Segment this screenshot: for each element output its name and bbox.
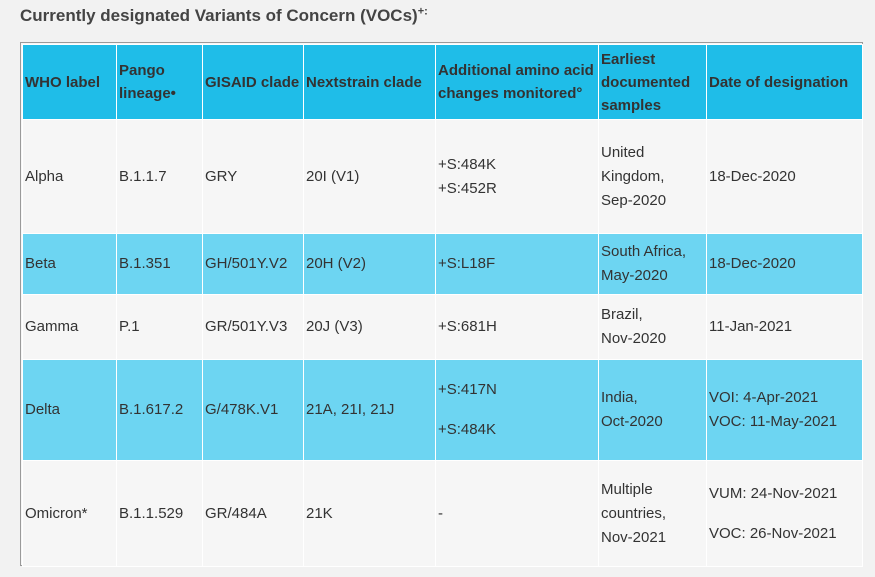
cell-who-label: Delta [22, 359, 117, 461]
cell-amino-acid-changes: +S:484K +S:452R [435, 119, 599, 234]
amino-change: +S:681H [438, 318, 497, 335]
sample-line: United [601, 143, 645, 161]
cell-pango-lineage: B.1.351 [116, 233, 203, 295]
cell-earliest-samples: Multiple countries, Nov-2021 [598, 460, 707, 567]
cell-nextstrain-clade: 21K [303, 460, 436, 567]
sample-line: Kingdom, [601, 167, 665, 185]
designation-line: VUM: 24-Nov-2021 [709, 484, 838, 502]
cell-amino-acid-changes: - [435, 460, 599, 567]
cell-gisaid-clade: GH/501Y.V2 [202, 233, 304, 295]
header-nextstrain-clade: Nextstrain clade [303, 44, 436, 120]
sample-line: Sep-2020 [601, 191, 667, 209]
cell-date-of-designation: 18-Dec-2020 [706, 233, 863, 295]
amino-change: - [438, 504, 443, 522]
cell-pango-lineage: P.1 [116, 294, 203, 360]
cell-nextstrain-clade: 20H (V2) [303, 233, 436, 295]
table-row: Alpha B.1.1.7 GRY 20I (V1) +S:484K +S:45… [22, 119, 863, 234]
sample-line: Oct-2020 [601, 413, 663, 430]
cell-earliest-samples: Brazil, Nov-2020 [598, 294, 707, 360]
sample-line: Nov-2021 [601, 528, 667, 546]
table-heading: Currently designated Variants of Concern… [20, 6, 428, 26]
amino-change: +S:L18F [438, 255, 496, 272]
sample-line: countries, [601, 504, 667, 522]
table-row: Delta B.1.617.2 G/478K.V1 21A, 21I, 21J … [22, 359, 863, 461]
header-date-of-designation: Date of designation [706, 44, 863, 120]
cell-nextstrain-clade: 21A, 21I, 21J [303, 359, 436, 461]
cell-pango-lineage: B.1.1.7 [116, 119, 203, 234]
sample-line: May-2020 [601, 267, 668, 284]
cell-date-of-designation: VOI: 4-Apr-2021 VOC: 11-May-2021 [706, 359, 863, 461]
heading-superscript: +: [417, 5, 428, 18]
cell-earliest-samples: United Kingdom, Sep-2020 [598, 119, 707, 234]
cell-who-label: Omicron* [22, 460, 117, 567]
sample-line: India, [601, 389, 638, 406]
table-row: Omicron* B.1.1.529 GR/484A 21K - Multipl… [22, 460, 863, 567]
voc-table: WHO label Pango lineage• GISAID clade Ne… [22, 44, 863, 567]
sample-line: Multiple [601, 480, 653, 498]
sample-line: Brazil, [601, 306, 643, 323]
cell-date-of-designation: 18-Dec-2020 [706, 119, 863, 234]
cell-pango-lineage: B.1.617.2 [116, 359, 203, 461]
header-who-label: WHO label [22, 44, 117, 120]
cell-earliest-samples: India, Oct-2020 [598, 359, 707, 461]
cell-pango-lineage: B.1.1.529 [116, 460, 203, 567]
sample-line: Nov-2020 [601, 330, 667, 347]
sample-line: South Africa, [601, 243, 687, 260]
table-row: Gamma P.1 GR/501Y.V3 20J (V3) +S:681H Br… [22, 294, 863, 360]
cell-who-label: Gamma [22, 294, 117, 360]
header-row: WHO label Pango lineage• GISAID clade Ne… [22, 44, 863, 120]
heading-text: Currently designated Variants of Concern… [20, 6, 418, 25]
header-pango-lineage: Pango lineage• [116, 44, 203, 120]
table-row: Beta B.1.351 GH/501Y.V2 20H (V2) +S:L18F… [22, 233, 863, 295]
cell-nextstrain-clade: 20J (V3) [303, 294, 436, 360]
designation-line: VOI: 4-Apr-2021 [709, 389, 819, 406]
cell-amino-acid-changes: +S:L18F [435, 233, 599, 295]
header-gisaid-clade: GISAID clade [202, 44, 304, 120]
cell-earliest-samples: South Africa, May-2020 [598, 233, 707, 295]
cell-gisaid-clade: G/478K.V1 [202, 359, 304, 461]
cell-amino-acid-changes: +S:681H [435, 294, 599, 360]
designation-line: 18-Dec-2020 [709, 255, 796, 272]
header-amino-acid-changes: Additional amino acid changes monitored° [435, 44, 599, 120]
designation-line: VOC: 26-Nov-2021 [709, 524, 837, 542]
amino-change: +S:452R [438, 179, 497, 197]
cell-who-label: Beta [22, 233, 117, 295]
cell-gisaid-clade: GR/501Y.V3 [202, 294, 304, 360]
cell-date-of-designation: 11-Jan-2021 [706, 294, 863, 360]
designation-line: 18-Dec-2020 [709, 167, 796, 185]
designation-line: VOC: 11-May-2021 [709, 413, 838, 430]
designation-line: 11-Jan-2021 [709, 318, 793, 335]
amino-change: +S:484K [438, 421, 496, 438]
cell-gisaid-clade: GR/484A [202, 460, 304, 567]
cell-who-label: Alpha [22, 119, 117, 234]
cell-amino-acid-changes: +S:417N +S:484K [435, 359, 599, 461]
cell-date-of-designation: VUM: 24-Nov-2021 VOC: 26-Nov-2021 [706, 460, 863, 567]
cell-nextstrain-clade: 20I (V1) [303, 119, 436, 234]
amino-change: +S:484K [438, 155, 496, 173]
amino-change: +S:417N [438, 381, 497, 398]
cell-gisaid-clade: GRY [202, 119, 304, 234]
header-earliest-samples: Earliest documented samples [598, 44, 707, 120]
